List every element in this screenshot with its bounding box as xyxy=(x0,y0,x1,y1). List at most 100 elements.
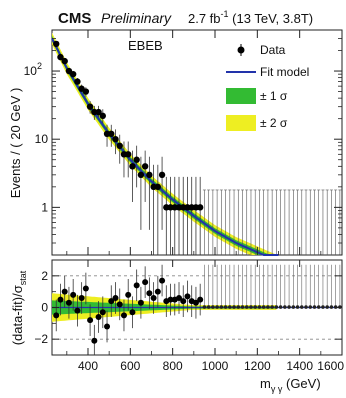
data-point xyxy=(61,57,68,65)
pull-empty-bin-point xyxy=(240,305,245,309)
pull-point xyxy=(78,295,85,301)
pull-empty-bin-point xyxy=(261,305,266,309)
data-point xyxy=(74,78,81,85)
main-y-tick-label: 1 xyxy=(41,200,48,214)
pull-empty-bin-point xyxy=(215,305,219,309)
pull-y-axis-title: (data-fit)/σstat xyxy=(10,270,28,345)
data-point xyxy=(108,130,115,138)
pull-empty-bin-point xyxy=(291,305,296,309)
pull-empty-bin-point xyxy=(325,305,329,309)
pull-point xyxy=(61,288,68,295)
pull-point xyxy=(125,291,132,298)
pull-point xyxy=(192,299,199,306)
pull-point xyxy=(154,288,161,295)
pull-x-ticks: 400 600 800 1000 1200 1400 1600 xyxy=(66,260,344,373)
pull-empty-bin-point xyxy=(304,305,308,309)
pull-empty-bin-point xyxy=(308,305,313,309)
pull-y-tick-label: 0 xyxy=(41,301,48,315)
luminosity-label: 2.7 fb-1 (13 TeV, 3.8T) xyxy=(188,9,313,26)
pull-y-tick-label: 2 xyxy=(41,269,48,283)
pull-empty-bin-point xyxy=(244,305,249,309)
pull-y-ticks: −2 0 2 xyxy=(34,259,342,356)
pull-y-tick-label: −2 xyxy=(34,332,48,346)
data-point xyxy=(137,171,145,179)
legend-fit-label: Fit model xyxy=(260,65,309,79)
x-tick-label: 1400 xyxy=(286,359,313,373)
data-point xyxy=(57,53,64,61)
data-point xyxy=(125,151,132,158)
pull-point xyxy=(197,296,204,303)
band-1sigma xyxy=(52,35,279,256)
pull-point xyxy=(57,296,64,303)
pull-points xyxy=(53,277,342,344)
pull-empty-bin-point xyxy=(316,305,321,309)
pull-point xyxy=(116,301,123,308)
legend-band1-label: ± 1 σ xyxy=(260,89,288,103)
experiment-label: CMS xyxy=(58,10,91,27)
x-tick-label: 400 xyxy=(78,359,98,373)
data-point xyxy=(69,70,77,78)
x-axis-title: mγ γ (GeV) xyxy=(260,376,321,394)
data-point xyxy=(112,135,119,143)
main-y-tick-label: 10 xyxy=(35,132,49,146)
legend-band2-swatch xyxy=(226,115,256,131)
pull-point xyxy=(112,295,119,301)
pull-empty-bin-point xyxy=(249,305,253,309)
pull-empty-bin-point xyxy=(329,305,334,309)
pull-empty-bin-point xyxy=(266,305,270,309)
band-2sigma xyxy=(52,32,279,255)
legend: Data Fit model ± 1 σ ± 2 σ xyxy=(226,43,309,131)
pull-point xyxy=(184,293,191,300)
pull-empty-bin-point xyxy=(253,305,258,309)
data-point xyxy=(141,163,149,170)
pull-empty-bin-point xyxy=(299,305,304,309)
x-tick-label: 1000 xyxy=(202,359,229,373)
pull-point xyxy=(133,282,140,289)
band-2sigma-area xyxy=(52,32,279,255)
pull-point xyxy=(180,298,187,305)
x-tick-label: 1200 xyxy=(244,359,271,373)
data-point xyxy=(129,163,136,170)
pull-empty-bin-point xyxy=(278,305,283,309)
pull-empty-bin-point xyxy=(232,305,236,309)
category-label: EBEB xyxy=(128,38,163,53)
pull-empty-bin-point xyxy=(270,305,274,309)
pull-empty-bin-point xyxy=(287,305,291,309)
pull-empty-bin-point xyxy=(283,305,287,309)
pull-point xyxy=(150,295,157,301)
pull-point xyxy=(87,317,94,324)
pull-point xyxy=(99,309,106,316)
data-point xyxy=(99,112,107,120)
legend-band1-swatch xyxy=(226,88,256,104)
fit-curve xyxy=(51,38,279,256)
data-point xyxy=(116,142,123,150)
main-y-axis-title: Events / ( 20 GeV ) xyxy=(8,88,23,199)
pull-empty-bin-point xyxy=(274,305,279,309)
status-label: Preliminary xyxy=(101,10,172,26)
data-point xyxy=(158,171,166,179)
pull-guide-lines xyxy=(52,275,342,340)
x-tick-label: 800 xyxy=(163,359,183,373)
pull-empty-bin-point xyxy=(211,305,215,309)
data-points xyxy=(53,40,204,211)
data-point xyxy=(82,88,90,95)
pull-point xyxy=(159,277,166,284)
pull-empty-bin-point xyxy=(321,305,325,309)
data-point xyxy=(86,103,94,110)
pull-point xyxy=(167,296,174,303)
pull-point xyxy=(82,285,89,292)
pull-point xyxy=(91,337,98,344)
data-point xyxy=(95,108,102,116)
pull-point xyxy=(108,298,115,305)
pull-empty-bin-point xyxy=(206,305,211,309)
pull-point xyxy=(74,307,81,314)
data-point xyxy=(154,183,162,191)
data-point xyxy=(53,40,60,48)
pull-point xyxy=(120,312,127,319)
pull-point xyxy=(146,290,153,297)
pull-empty-bin-point xyxy=(312,305,317,309)
pull-point xyxy=(142,279,149,286)
pull-empty-bin-point xyxy=(236,305,241,309)
legend-data-label: Data xyxy=(260,43,286,57)
